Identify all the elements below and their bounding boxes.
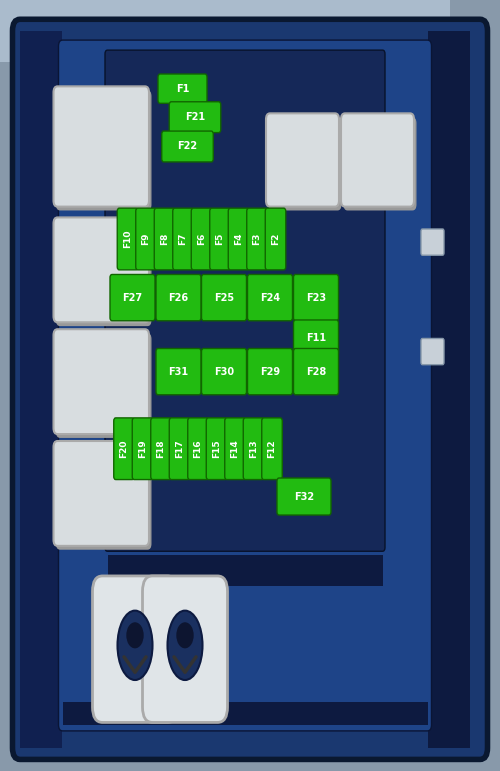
FancyBboxPatch shape [0,12,62,158]
FancyBboxPatch shape [224,418,245,480]
FancyBboxPatch shape [243,418,264,480]
Text: F15: F15 [212,439,221,458]
FancyBboxPatch shape [56,333,152,438]
Text: F5: F5 [216,233,224,245]
Ellipse shape [168,611,202,680]
FancyBboxPatch shape [56,90,152,210]
Text: F11: F11 [306,333,326,342]
Bar [450,0,500,771]
FancyBboxPatch shape [56,221,152,326]
Text: F27: F27 [122,293,142,302]
Text: F23: F23 [306,293,326,302]
Ellipse shape [118,611,152,680]
FancyBboxPatch shape [341,113,414,207]
Text: F16: F16 [194,439,202,458]
FancyBboxPatch shape [56,445,152,550]
Text: F13: F13 [249,439,258,458]
FancyBboxPatch shape [12,19,488,759]
Bar [0,0,500,62]
FancyBboxPatch shape [0,0,30,771]
Text: F21: F21 [185,113,205,122]
FancyBboxPatch shape [277,478,331,515]
FancyBboxPatch shape [202,274,246,321]
FancyBboxPatch shape [294,274,339,321]
FancyBboxPatch shape [54,217,149,322]
FancyBboxPatch shape [156,274,201,321]
FancyBboxPatch shape [173,208,193,270]
FancyBboxPatch shape [268,117,342,210]
Text: F18: F18 [156,439,166,458]
Bar [428,31,470,748]
FancyBboxPatch shape [114,418,134,480]
FancyBboxPatch shape [154,208,175,270]
Text: F8: F8 [160,233,169,245]
FancyBboxPatch shape [92,576,178,722]
Text: F2: F2 [271,233,280,245]
Text: F6: F6 [197,233,206,245]
FancyBboxPatch shape [247,208,267,270]
FancyBboxPatch shape [294,320,339,355]
Text: F19: F19 [138,439,147,458]
Text: F32: F32 [294,492,314,501]
Text: F24: F24 [260,293,280,302]
FancyBboxPatch shape [344,117,416,210]
FancyBboxPatch shape [156,348,201,395]
Bar [62,702,428,725]
Bar [0,748,500,771]
Text: F25: F25 [214,293,234,302]
FancyBboxPatch shape [266,113,339,207]
Text: F20: F20 [120,439,128,458]
FancyBboxPatch shape [105,50,385,551]
FancyBboxPatch shape [158,74,207,103]
Text: F28: F28 [306,367,326,376]
Circle shape [177,623,193,648]
FancyBboxPatch shape [169,102,221,133]
FancyBboxPatch shape [266,208,286,270]
Text: F30: F30 [214,367,234,376]
FancyBboxPatch shape [262,418,282,480]
Text: F26: F26 [168,293,188,302]
Text: F1: F1 [176,84,189,93]
FancyBboxPatch shape [206,418,227,480]
FancyBboxPatch shape [54,441,149,546]
FancyBboxPatch shape [248,348,292,395]
FancyBboxPatch shape [248,274,292,321]
FancyBboxPatch shape [294,348,339,395]
Text: F7: F7 [178,233,188,245]
Text: F4: F4 [234,233,243,245]
FancyBboxPatch shape [191,208,212,270]
Wedge shape [325,0,500,270]
FancyBboxPatch shape [117,208,138,270]
Text: F14: F14 [230,439,239,458]
Text: F12: F12 [268,439,276,458]
FancyBboxPatch shape [54,329,149,434]
FancyBboxPatch shape [58,40,432,731]
FancyBboxPatch shape [54,86,149,207]
FancyBboxPatch shape [169,418,190,480]
Text: F17: F17 [175,439,184,458]
Text: F29: F29 [260,367,280,376]
FancyBboxPatch shape [228,208,248,270]
Text: F3: F3 [252,233,262,245]
FancyBboxPatch shape [188,418,208,480]
Text: F9: F9 [142,233,150,245]
FancyBboxPatch shape [142,576,228,722]
FancyBboxPatch shape [202,348,246,395]
FancyBboxPatch shape [210,208,230,270]
FancyBboxPatch shape [110,274,155,321]
Bar [108,555,382,586]
FancyBboxPatch shape [132,418,152,480]
Text: F31: F31 [168,367,188,376]
FancyBboxPatch shape [136,208,156,270]
Text: F10: F10 [123,230,132,248]
FancyBboxPatch shape [421,229,444,255]
Circle shape [127,623,143,648]
Text: F22: F22 [178,142,198,151]
Bar [20,31,62,748]
FancyBboxPatch shape [162,131,213,162]
FancyBboxPatch shape [151,418,171,480]
FancyBboxPatch shape [421,338,444,365]
